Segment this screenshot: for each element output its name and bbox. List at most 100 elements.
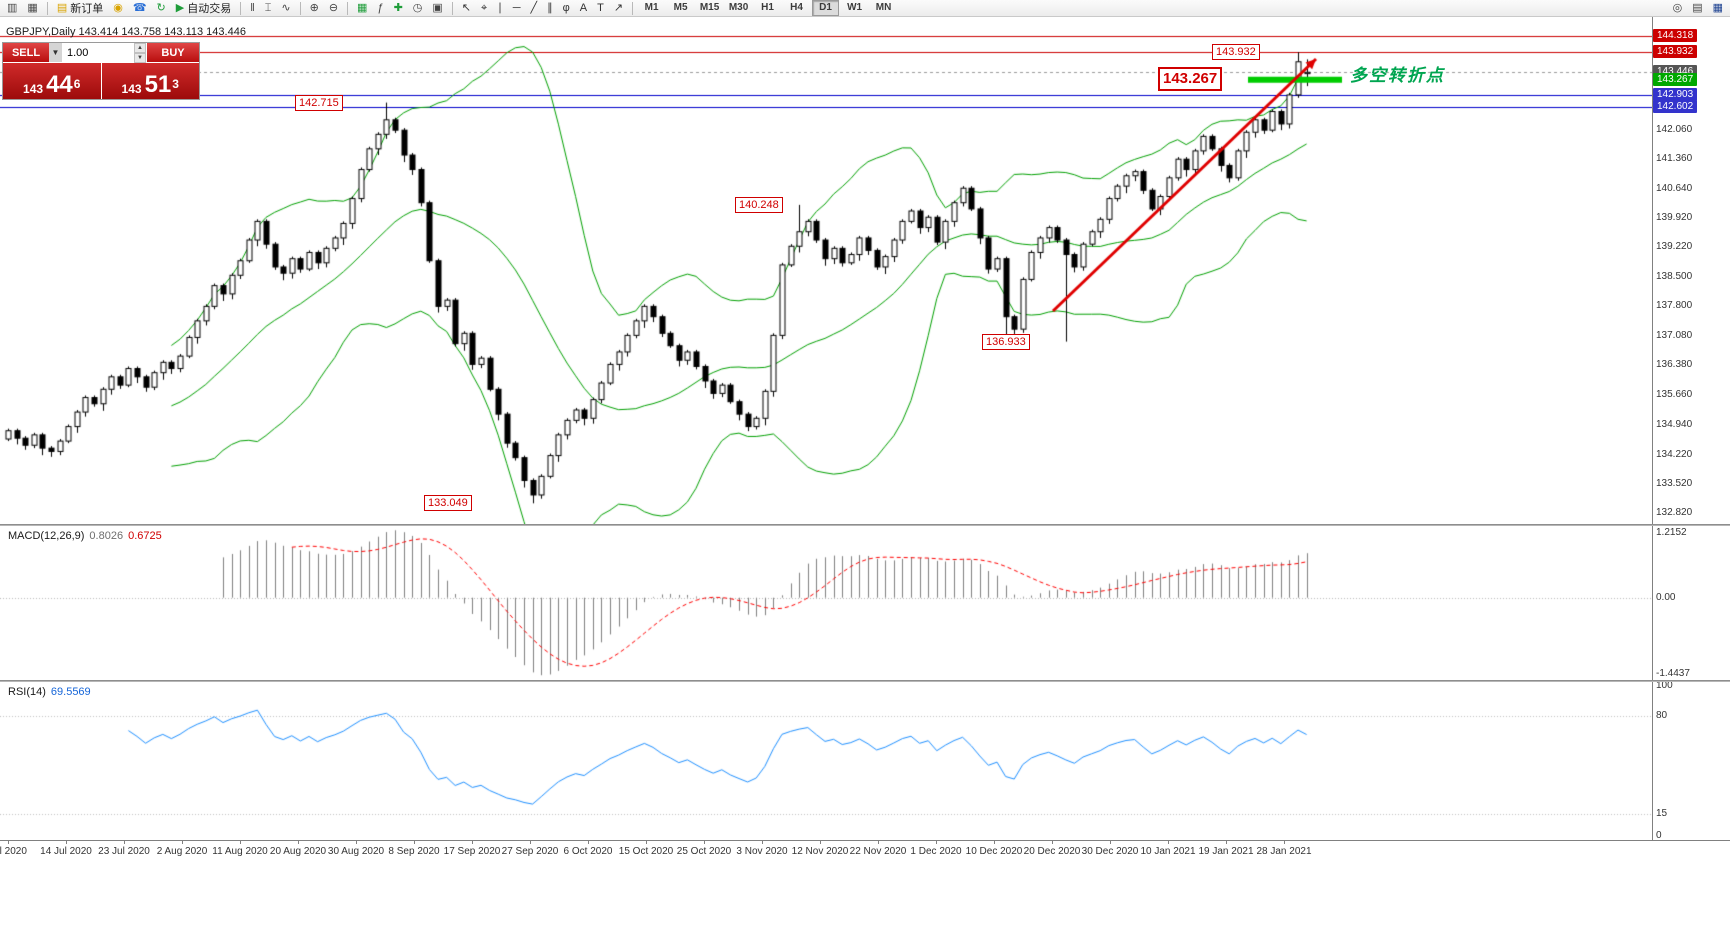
time-tick xyxy=(704,841,705,844)
indicators-icon: ƒ xyxy=(377,1,384,14)
scale-label: 1.2152 xyxy=(1656,527,1687,538)
price-annotation[interactable]: 143.932 xyxy=(1212,44,1260,60)
date-label: 6 Oct 2020 xyxy=(563,846,613,857)
layout-icon[interactable]: ▤ xyxy=(1688,0,1706,17)
chart-window-icon: ▦ xyxy=(1712,1,1723,14)
date-label: 17 Sep 2020 xyxy=(443,846,501,857)
sell-price-pips: 44 xyxy=(46,71,73,98)
label-icon[interactable]: T xyxy=(593,0,608,17)
bar-chart-icon: ‖ xyxy=(250,1,255,14)
price-annotation[interactable]: 143.267 xyxy=(1158,67,1223,91)
price-annotation[interactable]: 136.933 xyxy=(982,334,1030,350)
periods-icon: ◷ xyxy=(412,1,423,14)
date-label: 2 Aug 2020 xyxy=(156,846,208,857)
sell-button[interactable]: SELL xyxy=(3,43,49,62)
sell-dropdown-caret[interactable]: ▼ xyxy=(49,43,63,62)
scale-label: 134.940 xyxy=(1656,419,1693,430)
text-icon: A xyxy=(579,1,588,14)
toolbar-separator xyxy=(347,1,349,15)
crosshair-icon[interactable]: ⌖ xyxy=(477,0,491,17)
scale-label: 134.220 xyxy=(1656,449,1693,460)
timeframe-w1[interactable]: W1 xyxy=(847,2,863,13)
date-label: 27 Sep 2020 xyxy=(501,846,559,857)
price-chart-panel: GBPJPY,Daily 143.414 143.758 143.113 143… xyxy=(0,17,1652,524)
timeframe-m30[interactable]: M30 xyxy=(728,2,749,13)
time-tick xyxy=(530,841,531,844)
time-tick xyxy=(820,841,821,844)
window-background xyxy=(0,862,1730,943)
funds-icon: ◉ xyxy=(113,1,123,14)
timeframe-m15[interactable]: M15 xyxy=(699,2,720,13)
timeframe-m5[interactable]: M5 xyxy=(673,2,688,13)
profiles-icon[interactable]: ▦ xyxy=(23,0,41,17)
search-icon[interactable]: ◎ xyxy=(1669,0,1687,17)
price-scale[interactable]: 144.260142.060141.360140.640139.920139.2… xyxy=(1652,17,1730,841)
candlestick-chart-icon[interactable]: ⌶ xyxy=(261,0,276,17)
scale-label: -1.4437 xyxy=(1656,668,1690,679)
price-annotation[interactable]: 140.248 xyxy=(735,197,783,213)
price-annotation[interactable]: 142.715 xyxy=(295,95,343,111)
fibonacci-icon[interactable]: φ xyxy=(559,0,574,17)
grid-icon[interactable]: ▦ xyxy=(353,0,371,17)
templates-icon[interactable]: ▣ xyxy=(428,0,446,17)
volume-down-button[interactable]: ▼ xyxy=(134,53,146,63)
buy-quote[interactable]: 143 51 3 xyxy=(101,63,199,99)
price-chart-canvas[interactable] xyxy=(0,17,1652,524)
rsi-canvas[interactable] xyxy=(0,682,1652,840)
date-label: Jul 2020 xyxy=(0,846,27,857)
volume-input[interactable] xyxy=(64,43,134,62)
new-chart-icon[interactable]: ▥ xyxy=(3,0,21,17)
time-axis[interactable]: Jul 2020 14 Jul 2020 23 Jul 2020 2 Aug 2020… xyxy=(0,840,1730,862)
timeframe-h1[interactable]: H1 xyxy=(761,2,774,13)
turning-point-note[interactable]: 多空转折点 xyxy=(1350,66,1445,85)
trendline-icon[interactable]: ╱ xyxy=(527,0,542,17)
time-tick xyxy=(124,841,125,844)
indicators-icon[interactable]: ƒ xyxy=(373,0,387,17)
bar-chart-icon[interactable]: ‖ xyxy=(246,0,259,17)
periods-icon[interactable]: ◷ xyxy=(409,0,427,17)
macd-panel: MACD(12,26,9) 0.8026 0.6725 xyxy=(0,526,1652,680)
add-indicator-icon[interactable]: ✚ xyxy=(390,0,407,17)
timeframe-mn[interactable]: MN xyxy=(875,2,892,13)
scale-label-special: 143.932 xyxy=(1653,45,1698,58)
zoom-in-icon[interactable]: ⊕ xyxy=(306,0,323,17)
support-icon[interactable]: ☎ xyxy=(129,0,151,17)
date-label: 30 Dec 2020 xyxy=(1081,846,1139,857)
autotrading-button-label: 自动交易 xyxy=(187,3,232,15)
text-icon[interactable]: A xyxy=(576,0,591,17)
scale-label: 137.800 xyxy=(1656,300,1693,311)
support-icon: ☎ xyxy=(132,1,147,14)
autotrading-button[interactable]: ▶ 自动交易 xyxy=(172,0,235,17)
candlestick-chart-icon: ⌶ xyxy=(264,1,272,14)
volume-up-button[interactable]: ▲ xyxy=(134,43,146,53)
arrows-icon[interactable]: ↗ xyxy=(610,0,627,17)
price-annotation[interactable]: 133.049 xyxy=(424,495,472,511)
time-tick xyxy=(936,841,937,844)
panel-separator[interactable] xyxy=(0,524,1730,526)
autotrading-button: ▶ xyxy=(175,1,185,14)
line-chart-icon[interactable]: ∿ xyxy=(277,0,294,17)
time-tick xyxy=(588,841,589,844)
horizontal-line-icon[interactable]: ─ xyxy=(509,0,525,17)
cursor-icon[interactable]: ↖ xyxy=(458,0,475,17)
macd-canvas[interactable] xyxy=(0,526,1652,680)
date-label: 22 Nov 2020 xyxy=(849,846,907,857)
timeframe-m1[interactable]: M1 xyxy=(644,2,659,13)
sell-quote[interactable]: 143 44 6 xyxy=(3,63,102,99)
refresh-icon[interactable]: ↻ xyxy=(153,0,170,17)
zoom-out-icon[interactable]: ⊖ xyxy=(325,0,342,17)
new-order-button[interactable]: ▤ 新订单 xyxy=(53,0,107,17)
line-chart-icon: ∿ xyxy=(281,1,291,14)
scale-label: 142.060 xyxy=(1656,124,1693,135)
vertical-line-icon[interactable]: ∣ xyxy=(493,0,507,17)
date-label: 11 Aug 2020 xyxy=(212,846,268,857)
scale-label: 100 xyxy=(1656,680,1673,691)
funds-icon[interactable]: ◉ xyxy=(109,0,127,17)
panel-separator[interactable] xyxy=(0,680,1730,682)
timeframe-h4[interactable]: H4 xyxy=(790,2,803,13)
channel-icon[interactable]: ∥ xyxy=(543,0,557,17)
chart-window-icon[interactable]: ▦ xyxy=(1709,0,1727,17)
time-tick xyxy=(298,841,299,844)
buy-button[interactable]: BUY xyxy=(147,43,199,62)
timeframe-d1[interactable]: D1 xyxy=(812,0,840,16)
